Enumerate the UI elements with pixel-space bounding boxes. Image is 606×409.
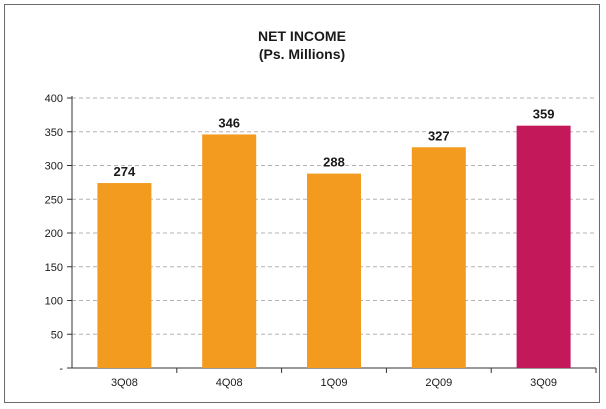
x-tick-label-4Q08: 4Q08 <box>216 377 243 389</box>
chart-subtitle: (Ps. Millions) <box>258 46 346 62</box>
bar-1Q09 <box>307 173 361 368</box>
y-tick-label: - <box>59 363 63 375</box>
bar-3Q09 <box>516 125 571 368</box>
x-tick-label-1Q09: 1Q09 <box>321 377 348 389</box>
x-tick-label-3Q08: 3Q08 <box>111 377 138 389</box>
chart-title: NET INCOME <box>258 28 346 44</box>
chart-frame: NET INCOME (Ps. Millions) - 50 100 150 200 25… <box>4 4 600 403</box>
y-tick-label: 350 <box>45 127 63 139</box>
data-label-2Q09: 327 <box>428 128 450 143</box>
y-tick-label: 250 <box>45 194 63 206</box>
bar-2Q09 <box>411 147 466 368</box>
y-tick-label: 300 <box>45 161 63 173</box>
data-label-4Q08: 346 <box>218 115 240 130</box>
y-tick-label: 50 <box>51 329 63 341</box>
y-tick-label: 100 <box>45 296 63 308</box>
data-label-1Q09: 288 <box>323 155 345 170</box>
net-income-bar-chart: - 50 100 150 200 250 300 350 400 274 3Q08 346 4Q08 28… <box>45 93 597 389</box>
bar-3Q08 <box>97 183 152 368</box>
data-label-3Q08: 274 <box>114 164 136 179</box>
y-tick-label: 200 <box>45 228 63 240</box>
x-tick-label-3Q09: 3Q09 <box>530 377 557 389</box>
y-tick-label: 400 <box>45 93 63 105</box>
bar-4Q08 <box>202 134 257 368</box>
x-tick-label-2Q09: 2Q09 <box>425 377 452 389</box>
chart-title-block: NET INCOME (Ps. Millions) <box>5 27 599 63</box>
y-tick-label: 150 <box>45 262 63 274</box>
data-label-3Q09: 359 <box>533 107 555 122</box>
